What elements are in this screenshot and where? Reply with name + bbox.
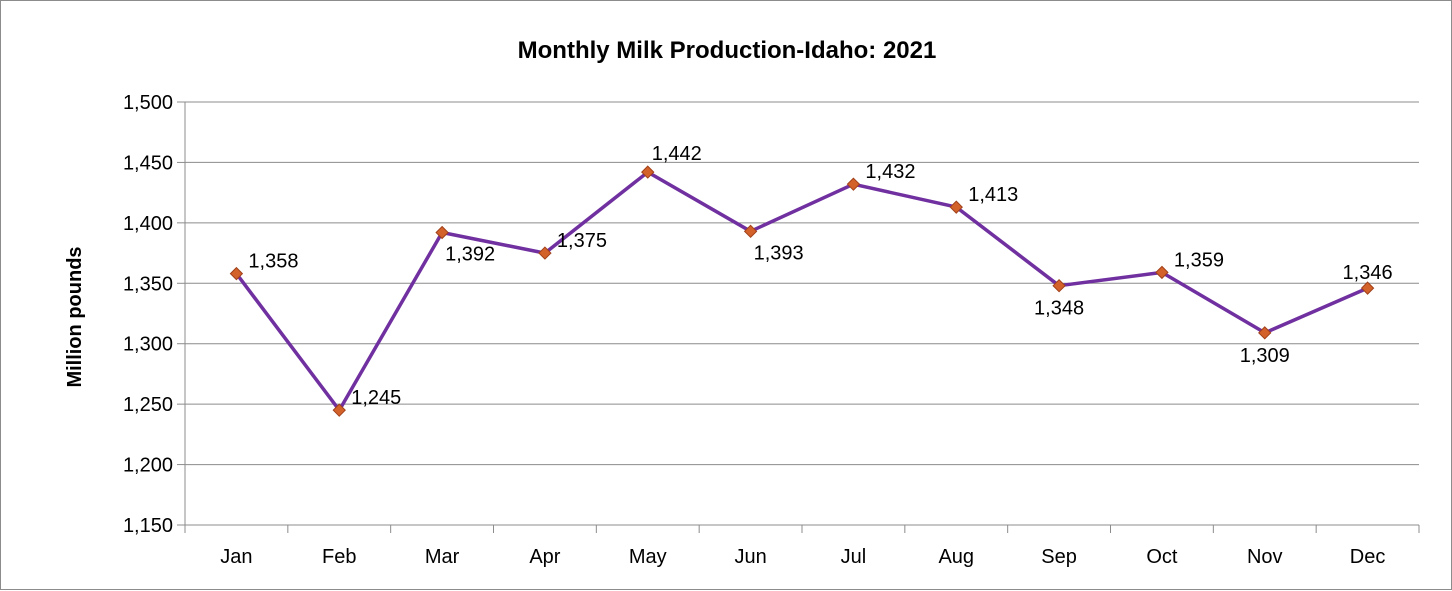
data-label-may: 1,442	[652, 143, 702, 165]
chart-title: Monthly Milk Production-Idaho: 2021	[518, 37, 937, 64]
data-point-nov	[1258, 326, 1272, 340]
data-label-jun: 1,393	[754, 242, 804, 264]
data-label-aug: 1,413	[968, 184, 1018, 206]
data-point-oct	[1155, 265, 1169, 280]
x-tick-label-aug: Aug	[938, 546, 974, 568]
data-point-jan	[229, 266, 244, 281]
y-tick-label: 1,200	[123, 455, 173, 477]
y-tick-label: 1,450	[123, 152, 173, 174]
y-axis-label: Million pounds	[64, 246, 86, 387]
x-tick-label-jan: Jan	[220, 546, 252, 568]
data-point-mar	[435, 225, 449, 240]
data-labels: 1,358 1,245 1,392 1,375 1,442 1,393 1,432 1,413…	[248, 143, 1392, 409]
x-tick-label-jun: Jun	[734, 546, 766, 568]
y-tick-label: 1,400	[123, 213, 173, 235]
x-tick-label-jul: Jul	[841, 546, 867, 568]
x-tick-label-nov: Nov	[1247, 546, 1283, 568]
x-tick-label-feb: Feb	[322, 546, 356, 568]
data-label-apr: 1,375	[557, 230, 607, 252]
x-tick-label-mar: Mar	[425, 546, 460, 568]
data-label-dec: 1,346	[1343, 262, 1393, 284]
data-point-sep	[1052, 278, 1066, 293]
series-milk-production	[229, 165, 1375, 417]
data-point-jun	[743, 224, 758, 239]
y-tick-label: 1,300	[123, 334, 173, 356]
x-tick-label-dec: Dec	[1350, 546, 1386, 568]
x-tick-label-oct: Oct	[1146, 546, 1178, 568]
data-label-jan: 1,358	[248, 251, 298, 273]
series-line	[234, 170, 1370, 412]
data-point-apr	[538, 246, 552, 260]
y-tick-label: 1,250	[123, 394, 173, 416]
x-tick-label-apr: Apr	[529, 546, 560, 568]
y-tick-label: 1,500	[123, 92, 173, 114]
data-point-may	[641, 165, 655, 179]
data-point-aug	[949, 200, 963, 214]
y-tick-label: 1,350	[123, 273, 173, 295]
data-label-nov: 1,309	[1240, 345, 1290, 367]
tick-labels: 1,150 1,200 1,250 1,300 1,350 1,400 1,450 1,500…	[123, 92, 1385, 568]
data-point-jul	[846, 177, 861, 191]
data-label-feb: 1,245	[351, 387, 401, 409]
data-label-jul: 1,432	[865, 161, 915, 183]
gridlines	[185, 101, 1419, 466]
x-tick-label-may: May	[629, 546, 667, 568]
data-label-oct: 1,359	[1174, 249, 1224, 271]
x-tick-label-sep: Sep	[1041, 546, 1077, 568]
data-point-feb	[332, 403, 346, 417]
y-tick-label: 1,150	[123, 515, 173, 537]
data-point-dec	[1360, 281, 1375, 295]
data-label-mar: 1,392	[445, 244, 495, 266]
data-label-sep: 1,348	[1034, 298, 1084, 320]
axes	[177, 101, 1420, 533]
